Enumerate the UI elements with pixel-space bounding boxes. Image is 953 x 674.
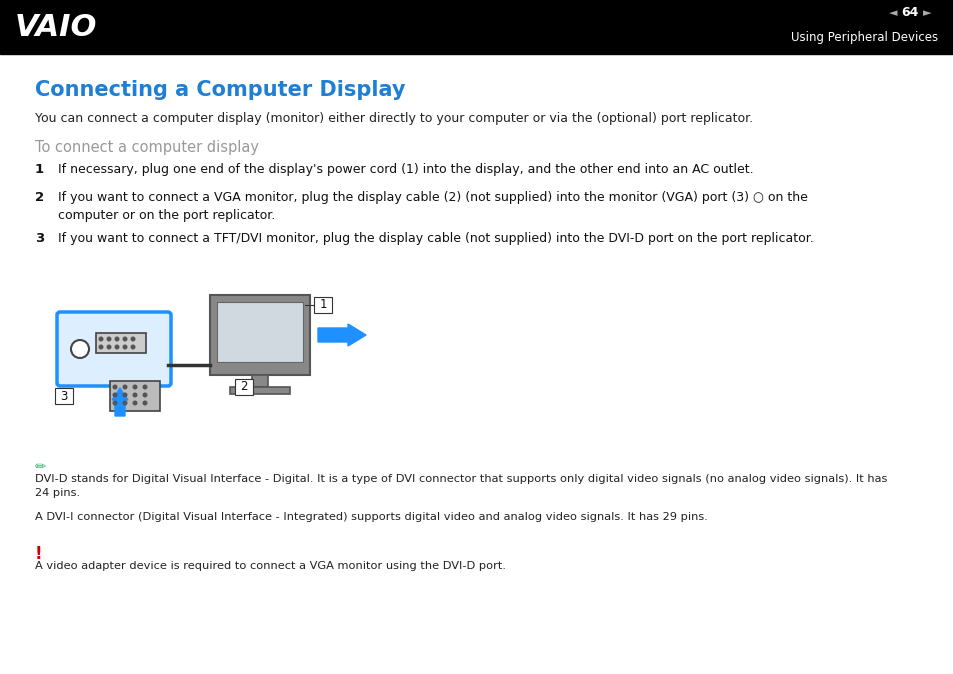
Text: Using Peripheral Devices: Using Peripheral Devices <box>790 32 937 44</box>
Bar <box>0 0 953 54</box>
Circle shape <box>115 337 119 341</box>
Text: A video adapter device is required to connect a VGA monitor using the DVI-D port: A video adapter device is required to co… <box>35 561 505 571</box>
Circle shape <box>143 386 147 389</box>
Circle shape <box>123 393 127 397</box>
Text: 2: 2 <box>240 381 248 394</box>
Bar <box>210 295 310 375</box>
Text: If necessary, plug one end of the display's power cord (1) into the display, and: If necessary, plug one end of the displa… <box>58 163 753 176</box>
Bar <box>234 379 253 395</box>
Bar <box>110 381 160 411</box>
Circle shape <box>123 337 127 341</box>
Circle shape <box>99 337 103 341</box>
Circle shape <box>143 401 147 405</box>
Circle shape <box>107 345 111 349</box>
Text: VAIO: VAIO <box>15 13 97 42</box>
Text: A DVI-I connector (Digital Visual Interface - Integrated) supports digital video: A DVI-I connector (Digital Visual Interf… <box>35 512 707 522</box>
Text: !: ! <box>35 545 43 563</box>
Circle shape <box>71 340 89 358</box>
Bar <box>230 387 290 394</box>
Text: 3: 3 <box>60 390 68 402</box>
Text: ◄: ◄ <box>888 8 897 18</box>
Bar <box>55 388 73 404</box>
Bar <box>314 297 332 313</box>
Circle shape <box>133 386 136 389</box>
FancyArrow shape <box>112 388 128 416</box>
Text: 3: 3 <box>35 232 44 245</box>
Circle shape <box>133 393 136 397</box>
Text: DVI-D stands for Digital Visual Interface - Digital. It is a type of DVI connect: DVI-D stands for Digital Visual Interfac… <box>35 474 886 497</box>
Text: 1: 1 <box>35 163 44 176</box>
Bar <box>96 333 146 353</box>
Text: ►: ► <box>922 8 930 18</box>
FancyBboxPatch shape <box>57 312 171 386</box>
Bar <box>216 302 303 362</box>
Circle shape <box>123 401 127 405</box>
Text: Connecting a Computer Display: Connecting a Computer Display <box>35 80 405 100</box>
Circle shape <box>115 345 119 349</box>
Circle shape <box>113 386 116 389</box>
Circle shape <box>99 345 103 349</box>
Circle shape <box>107 337 111 341</box>
Circle shape <box>143 393 147 397</box>
Text: ✏: ✏ <box>35 460 47 474</box>
Text: If you want to connect a TFT/DVI monitor, plug the display cable (not supplied) : If you want to connect a TFT/DVI monitor… <box>58 232 813 245</box>
Bar <box>252 375 268 387</box>
Text: 2: 2 <box>35 191 44 204</box>
Text: To connect a computer display: To connect a computer display <box>35 140 258 155</box>
Circle shape <box>123 386 127 389</box>
Circle shape <box>113 393 116 397</box>
Text: If you want to connect a VGA monitor, plug the display cable (2) (not supplied) : If you want to connect a VGA monitor, pl… <box>58 191 807 222</box>
Text: 64: 64 <box>901 7 918 20</box>
Circle shape <box>132 337 134 341</box>
Circle shape <box>123 345 127 349</box>
Circle shape <box>113 401 116 405</box>
Circle shape <box>132 345 134 349</box>
Text: 1: 1 <box>319 299 327 311</box>
Text: You can connect a computer display (monitor) either directly to your computer or: You can connect a computer display (moni… <box>35 112 752 125</box>
FancyArrow shape <box>317 324 366 346</box>
Circle shape <box>133 401 136 405</box>
